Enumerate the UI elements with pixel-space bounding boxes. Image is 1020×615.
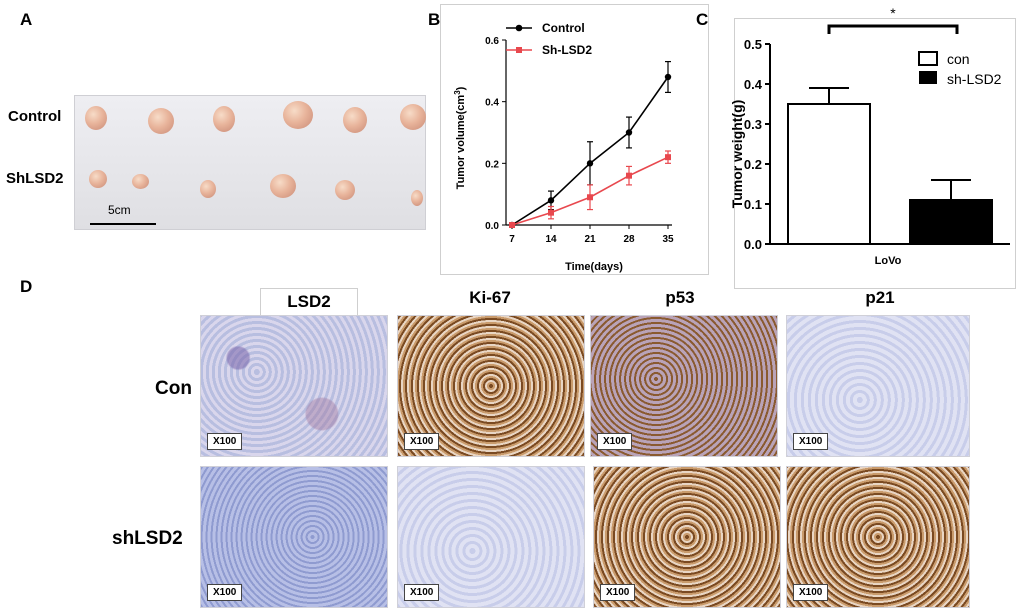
y-tick-label: 0.2 [485,159,499,170]
legend-sh-lsd2: Sh-LSD2 [542,43,592,57]
y-tick-label: 0.2 [744,157,762,172]
magnification-label: X100 [404,433,440,450]
data-point [625,129,633,136]
y-tick-label: 0.0 [485,221,499,232]
y-tick-label: 0.6 [485,36,499,47]
panel-label-d: D [20,277,33,296]
data-point [586,160,594,167]
x-tick-label: 14 [545,234,557,245]
tumor-specimen [200,180,216,198]
x-tick-label: 35 [662,234,674,245]
column-header-p21: p21 [865,288,895,307]
legend-swatch-con [918,51,938,66]
chart-frame [440,4,709,275]
data-point [664,73,672,81]
row-label-con: Con [155,378,192,399]
significance-star: * [890,5,896,21]
panel-label-c: C [696,10,709,29]
row-label-shlsd2: ShLSD2 [6,170,64,187]
legend-con: con [947,51,970,67]
magnification-label: X100 [597,433,633,450]
tumor-volume-chart: 0.0 0.2 0.4 0.6 7 14 21 28 35 Time(days) Tumor v… [440,4,709,275]
legend-sh-lsd2: sh-LSD2 [947,71,1002,87]
ihc-image-con-p21: X100 [786,315,970,457]
x-tick-label: 28 [623,234,635,245]
data-point [548,209,554,216]
data-point [587,194,593,201]
ihc-image-shlsd2-p21: X100 [786,466,970,608]
tumor-specimen [343,107,367,133]
tumor-specimen [335,180,355,200]
x-tick-label: 21 [584,234,596,245]
y-tick-label: 0.1 [744,197,762,212]
y-tick-label: 0.5 [744,37,762,52]
y-axis-title: Tumor volume(cm3) [453,86,467,189]
x-tick-label: 7 [509,234,515,245]
tumor-specimen [270,174,296,198]
x-axis-category-label: LoVo [875,255,902,267]
column-header-lsd2: LSD2 [260,288,358,317]
magnification-label: X100 [207,433,243,450]
ihc-image-shlsd2-lsd2: X100 [200,466,388,608]
scale-bar [90,223,156,225]
panel-label-b: B [428,10,441,29]
legend: con sh-LSD2 [918,51,1002,87]
chart-frame [734,18,1016,289]
ihc-image-shlsd2-ki67: X100 [397,466,585,608]
tumor-specimen [283,101,313,129]
tumor-specimen [132,174,149,189]
magnification-label: X100 [793,433,829,450]
tumor-specimen [89,170,107,188]
y-axis-title: Tumor weight(g) [729,100,745,209]
tumor-photo: 5cm [74,95,426,230]
column-header-ki67: Ki-67 [469,288,511,307]
x-axis-title: Time(days) [565,261,623,273]
legend-control: Control [542,21,585,35]
row-label-control: Control [8,108,62,125]
y-tick-label: 0.4 [485,98,499,109]
y-tick-label: 0.3 [744,117,762,132]
column-header-p53: p53 [665,288,695,307]
ihc-image-con-p53: X100 [590,315,778,457]
ihc-image-con-ki67: X100 [397,315,585,457]
row-label-shlsd2: shLSD2 [112,528,183,549]
y-tick-label: 0.0 [744,237,762,252]
data-point [509,222,515,228]
tumor-specimen [400,104,426,130]
magnification-label: X100 [404,584,440,601]
data-point [665,154,671,161]
tumor-specimen [148,108,174,134]
tumor-specimen [411,190,423,206]
legend: Control Sh-LSD2 [506,21,592,57]
scale-label: 5cm [108,203,131,217]
legend-swatch-sh-lsd2 [919,71,937,84]
tumor-weight-chart: 0.0 0.1 0.2 0.3 0.4 0.5 * Tumor weight(g) LoVo… [729,5,1016,289]
ihc-image-shlsd2-p53: X100 [593,466,781,608]
tumor-specimen [85,106,107,130]
bar-con [787,103,871,245]
magnification-label: X100 [793,584,829,601]
significance-bracket [827,24,959,34]
y-tick-label: 0.4 [744,77,763,92]
panel-label-a: A [20,10,33,29]
bar-sh-lsd2 [909,199,993,245]
magnification-label: X100 [600,584,636,601]
data-point [626,172,632,179]
data-point [547,197,555,204]
magnification-label: X100 [207,584,243,601]
ihc-image-con-lsd2: X100 [200,315,388,457]
tumor-specimen [213,106,235,132]
